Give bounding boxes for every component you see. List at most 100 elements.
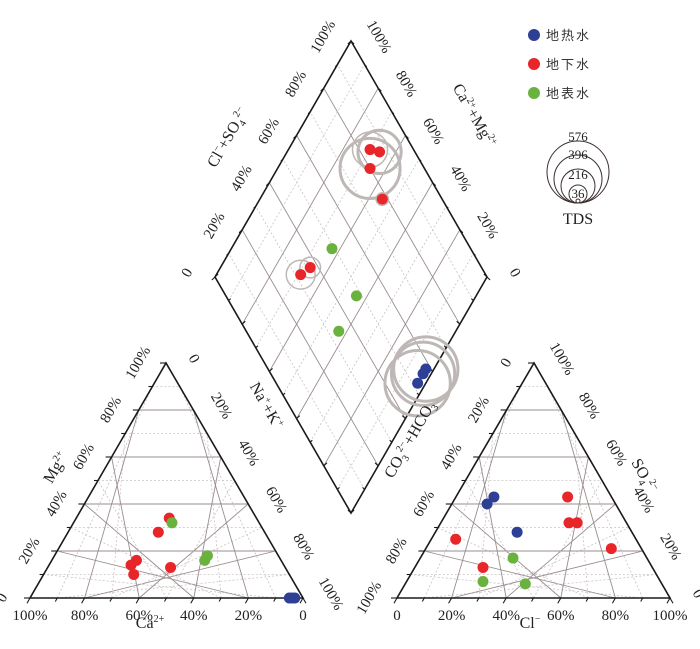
tds-legend-value-576: 576 bbox=[568, 129, 588, 144]
anion-point-groundwater bbox=[571, 517, 583, 529]
anion-point-groundwater bbox=[605, 543, 617, 555]
cation-right-tick-label: 0 bbox=[185, 352, 203, 366]
anion-bottom-tick-label: 0 bbox=[393, 608, 401, 624]
cation-triangle-tick bbox=[165, 362, 170, 369]
anion-triangle-tick bbox=[585, 597, 589, 602]
anion-point-geothermal bbox=[511, 526, 523, 538]
legend-marker-surface bbox=[528, 87, 540, 99]
cation-triangle-grid-l bbox=[138, 503, 249, 599]
diamond-tick bbox=[364, 64, 368, 67]
cation-triangle-grid-l bbox=[192, 409, 249, 599]
diamond-tick bbox=[280, 158, 284, 162]
diamond-right-tick-label: 100% bbox=[363, 18, 394, 56]
anion-left-tick-label: 60% bbox=[411, 488, 439, 520]
anion-triangle-grid-r bbox=[424, 550, 616, 599]
anion-point-groundwater bbox=[477, 561, 489, 573]
cation-bottom-tick-label: 20% bbox=[235, 608, 263, 624]
anion-triangle-grid-r bbox=[451, 503, 562, 599]
anion-left-tick-label: 80% bbox=[383, 535, 411, 567]
axis-title-ca: Ca2+ bbox=[136, 614, 165, 632]
anion-triangle-tick bbox=[557, 597, 562, 604]
diamond-tick bbox=[459, 229, 464, 234]
cation-bottom-tick-label: 100% bbox=[13, 608, 48, 624]
diamond-tick bbox=[389, 439, 393, 443]
diamond-tick bbox=[214, 273, 219, 278]
cation-left-tick-label: 100% bbox=[123, 344, 154, 382]
legend-item-groundwater: 地下水 bbox=[528, 58, 589, 73]
cation-triangle-tick bbox=[218, 597, 222, 602]
anion-triangle-tick bbox=[669, 597, 674, 604]
tds-circle-groundwater bbox=[338, 136, 402, 200]
cation-left-tick-label: 0 bbox=[0, 591, 11, 605]
diamond-tick bbox=[307, 111, 311, 115]
diamond-tick bbox=[253, 205, 257, 209]
tds-circle-geothermal bbox=[389, 340, 457, 407]
legend-label-surface: 地表水 bbox=[546, 87, 591, 102]
diamond-tick bbox=[377, 87, 382, 92]
cation-triangle-tick bbox=[190, 597, 195, 604]
cation-triangle-tick bbox=[192, 409, 197, 416]
cation-right-tick-label: 60% bbox=[262, 484, 290, 516]
axis-title-mg: Mg2+ bbox=[40, 448, 72, 486]
diamond-right-tick-label: 40% bbox=[446, 163, 474, 195]
diamond-tick bbox=[350, 509, 355, 514]
diamond-tick bbox=[432, 182, 437, 186]
anion-point-surface bbox=[477, 576, 489, 588]
cation-triangle-grid-r bbox=[97, 480, 167, 599]
diamond-right-tick-label: 80% bbox=[392, 68, 420, 100]
anion-left-tick-label: 20% bbox=[465, 394, 493, 426]
cation-right-tick-label: 20% bbox=[207, 390, 235, 422]
anion-left-tick-label: 100% bbox=[354, 579, 385, 617]
cation-triangle-tick bbox=[179, 386, 183, 391]
cation-triangle-grid-l bbox=[193, 456, 222, 599]
anion-triangle-tick bbox=[421, 597, 425, 602]
cation-triangle-tick bbox=[302, 597, 307, 604]
anion-triangle-grid-r bbox=[478, 456, 507, 599]
anion-triangle-tick bbox=[611, 597, 616, 604]
anion-triangle-grid-r bbox=[465, 480, 534, 599]
cation-triangle-tick bbox=[261, 527, 265, 532]
anion-triangle-tick bbox=[655, 574, 659, 579]
anion-triangle-grid-l bbox=[574, 433, 589, 599]
axis-title-camg: Ca2++Mg2+ bbox=[449, 81, 500, 151]
diamond-tick bbox=[486, 276, 491, 281]
legend: 地热水 地下水 地表水 576 396 216 36 TDS bbox=[528, 29, 610, 228]
diamond-tick bbox=[401, 415, 406, 419]
anion-triangle-tick bbox=[640, 597, 644, 602]
legend-label-geothermal: 地热水 bbox=[546, 29, 591, 44]
cation-point-groundwater bbox=[165, 561, 177, 573]
cation-bottom-tick-label: 40% bbox=[180, 608, 208, 624]
diamond-right-tick-label: 20% bbox=[473, 210, 501, 242]
axis-title-nak: Na++K+ bbox=[246, 379, 287, 432]
anion-triangle-grid-r bbox=[451, 409, 508, 599]
diamond-grid-a bbox=[323, 87, 461, 325]
diamond-grid-a bbox=[228, 253, 365, 490]
tick-marks bbox=[24, 40, 674, 604]
data-points bbox=[125, 144, 617, 604]
anion-triangle-grid-l bbox=[533, 480, 603, 599]
cation-bottom-tick-label: 0 bbox=[299, 608, 307, 624]
diamond-tick bbox=[228, 298, 232, 301]
diamond-left-tick-label: 80% bbox=[283, 68, 311, 100]
cation-point-surface bbox=[199, 554, 211, 566]
diamond-tick bbox=[309, 439, 313, 443]
anion-triangle-tick bbox=[560, 409, 565, 416]
diamond-tick bbox=[418, 158, 422, 162]
diamond-left-tick-label: 0 bbox=[179, 266, 197, 280]
diamond-tick bbox=[391, 111, 395, 115]
cation-triangle-tick bbox=[247, 503, 252, 510]
diamond-point-surface bbox=[333, 325, 345, 337]
anion-bottom-tick-label: 40% bbox=[492, 608, 520, 624]
cation-left-tick-label: 80% bbox=[98, 394, 126, 426]
cation-triangle-grid-r bbox=[56, 386, 153, 599]
anion-triangle-tick bbox=[666, 597, 671, 604]
diamond-point-surface bbox=[350, 290, 362, 302]
diamond-left-tick-label: 100% bbox=[308, 18, 339, 56]
anion-triangle-tick bbox=[642, 550, 647, 557]
anion-bottom-tick-label: 60% bbox=[547, 608, 575, 624]
cation-right-tick-label: 40% bbox=[234, 437, 262, 469]
diamond-point-geothermal bbox=[420, 363, 432, 375]
cation-triangle-tick bbox=[220, 456, 225, 463]
legend-marker-geothermal bbox=[528, 29, 540, 41]
tds-circle-geothermal bbox=[383, 349, 452, 418]
